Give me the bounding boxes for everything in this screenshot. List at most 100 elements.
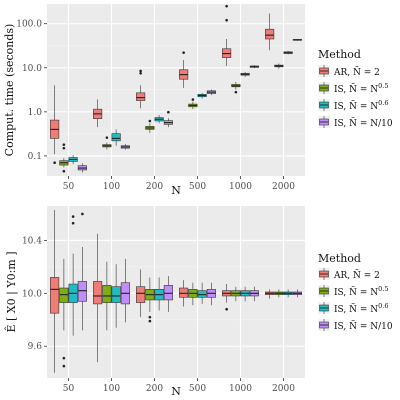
x-tick-label: 100 [103,182,120,192]
box-body [59,287,69,303]
legend-item-is10: IS, Ñ = N/10 [318,319,393,332]
y-tick-label: 10.0 [22,289,42,299]
box-is10-n1000 [249,286,259,302]
x-tick-label: 500 [189,182,206,192]
box-body [77,281,87,302]
y-tick-label: 0.1 [28,152,42,162]
legend-label-exponent: 0.5 [378,285,388,293]
legend-title: Method [318,48,361,61]
box-is10-n2000 [292,38,302,41]
box-is05-n1000 [231,286,241,302]
x-tick-label: 1000 [229,384,252,394]
legend-item-is05: IS, Ñ = N0.5 [318,82,388,95]
legend-label: IS, Ñ = N0.6 [334,99,388,112]
legend-item-is06: IS, Ñ = N0.6 [318,302,388,315]
box-is05-n50 [59,143,69,173]
box-ar-n50 [50,209,60,373]
box-is05-n100 [102,261,112,331]
legend-label-base: IS, Ñ = N [334,286,378,298]
legend-label: IS, Ñ = N/10 [334,117,393,129]
box-ar-n500 [179,280,189,307]
legend-label: IS, Ñ = N/10 [334,320,393,332]
outlier-point [148,315,152,319]
box-body [265,28,275,40]
box-is10-n500 [206,89,216,96]
legend-label-exponent: 0.5 [378,82,388,90]
box-is05-n200 [145,277,155,323]
x-axis-label: N [171,184,181,197]
outlier-point [191,98,195,101]
outlier-point [71,221,75,225]
box-ar-n100 [93,99,103,128]
legend-bottom: Method AR, Ñ = 2IS, Ñ = N0.5IS, Ñ = N0.6… [318,252,393,332]
legend-item-is05: IS, Ñ = N0.5 [318,285,388,298]
outlier-point [148,119,152,123]
legend-label-exponent: 0.6 [378,99,388,107]
box-is06-n50 [68,154,78,165]
box-is05-n2000 [274,289,284,298]
legend-label-base: IS, Ñ = N [334,100,378,112]
box-is10-n100 [120,144,130,150]
outlier-point [225,307,228,311]
panel-computation-time: 0.1 1.0 10.0 100.0 50 100 200 500 1000 2000 Comp… [3,4,305,197]
box-is06-n1000 [240,286,250,302]
x-tick-label: 50 [63,182,75,192]
box-body [102,285,112,303]
legend-items: AR, Ñ = 2IS, Ñ = N0.5IS, Ñ = N0.6IS, Ñ =… [318,65,393,129]
box-is10-n2000 [292,289,302,298]
box-ar-n2000 [265,13,275,51]
outlier-point [182,51,185,54]
box-is06-n200 [154,114,164,124]
legend-item-is10: IS, Ñ = N/10 [318,116,393,129]
legend-item-ar: AR, Ñ = 2 [318,65,380,78]
box-is06-n100 [111,129,121,146]
outlier-point [148,319,152,323]
y-axis-label: Ê [ X0 | Y0:m ] [4,251,19,332]
box-is05-n50 [59,258,69,368]
box-is06-n500 [197,282,207,304]
x-tick-label: 200 [146,384,163,394]
box-is10-n100 [120,258,130,323]
outlier-point [139,69,142,73]
outlier-point [53,161,56,165]
y-tick-labels: 0.1 1.0 10.0 100.0 [16,20,42,162]
box-is05-n2000 [274,63,284,69]
x-axis-label: N [171,385,181,398]
legend-item-ar: AR, Ñ = 2 [318,268,380,281]
y-axis-label-text: Ê [ X0 | Y0:m ] [4,251,19,332]
box-is06-n500 [197,92,207,99]
outlier-point [71,215,75,218]
legend-label-base: IS, Ñ = N [334,303,378,315]
legend-item-is06: IS, Ñ = N0.6 [318,99,388,112]
outlier-point [81,212,84,216]
legend-label: IS, Ñ = N0.5 [334,82,388,95]
x-tick-label: 2000 [272,182,295,192]
outlier-point [234,90,238,94]
box-is06-n200 [154,277,164,311]
y-tick-label: 10.4 [22,236,42,246]
box-marks [50,209,302,373]
box-is05-n1000 [231,81,241,94]
box-body [136,286,146,303]
box-ar-n500 [179,51,189,88]
box-is06-n2000 [283,51,293,55]
outlier-point [225,18,228,22]
box-body [163,285,173,301]
x-tick-label: 2000 [272,384,295,394]
box-ar-n2000 [265,289,275,299]
box-is05-n500 [188,98,198,110]
plot-background [47,206,305,378]
box-ar-n200 [136,269,146,318]
y-tick-label: 10.0 [22,64,42,74]
outlier-point [62,143,66,146]
y-tick-label: 9.6 [28,342,43,352]
legend-label-exponent: 0.6 [378,302,388,310]
outlier-point [105,136,109,139]
box-is06-n50 [68,215,78,336]
box-is10-n1000 [249,65,259,69]
box-body [136,92,146,101]
box-ar-n1000 [222,4,232,66]
box-body [50,277,60,314]
x-tick-label: 100 [103,384,120,394]
